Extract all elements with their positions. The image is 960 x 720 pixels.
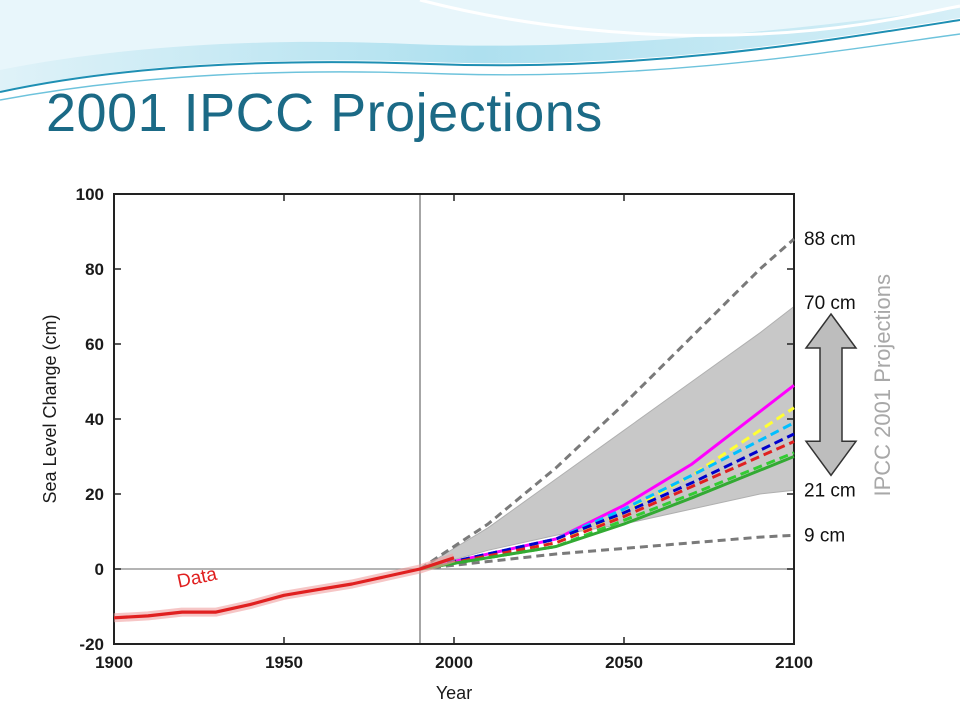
x-tick-label: 2050 — [605, 653, 643, 672]
observed-data-label: Data — [175, 564, 219, 593]
y-tick-label: 80 — [85, 260, 104, 279]
scenario-line — [419, 455, 795, 571]
scenario-line — [419, 432, 795, 571]
header-wave-decoration — [0, 0, 960, 101]
projections-side-label: IPCC 2001 Projections — [870, 274, 895, 497]
outer-bound-line — [419, 533, 795, 571]
y-tick-label: 0 — [95, 560, 104, 579]
label-70cm: 70 cm — [804, 293, 856, 314]
y-axis-title: Sea Level Change (cm) — [40, 314, 60, 503]
y-tick-label: -20 — [79, 635, 104, 654]
slide-title: 2001 IPCC Projections — [46, 83, 603, 143]
x-tick-label: 1900 — [95, 653, 133, 672]
x-axis-title: Year — [436, 683, 472, 703]
observed-data-line — [113, 556, 455, 620]
y-tick-label: 20 — [85, 485, 104, 504]
x-tick-label: 2100 — [775, 653, 813, 672]
y-tick-label: 100 — [76, 185, 104, 204]
label-88cm: 88 cm — [804, 229, 856, 250]
label-9cm: 9 cm — [804, 525, 845, 546]
range-double-arrow — [804, 312, 858, 477]
scenario-line — [419, 440, 795, 571]
x-tick-label: 1950 — [265, 653, 303, 672]
chart-container: -20 0 20 40 60 80 100 1900 1950 2000 2050 2100 Year S… — [32, 172, 904, 712]
observed-data-spread — [113, 553, 456, 623]
label-21cm: 21 cm — [804, 480, 856, 501]
sea-level-chart: -20 0 20 40 60 80 100 1900 1950 2000 2050 2100 Year S… — [40, 185, 895, 703]
x-tick-label: 2000 — [435, 653, 473, 672]
y-tick-label: 40 — [85, 410, 104, 429]
y-tick-label: 60 — [85, 335, 104, 354]
outer-bound-line — [419, 237, 795, 571]
